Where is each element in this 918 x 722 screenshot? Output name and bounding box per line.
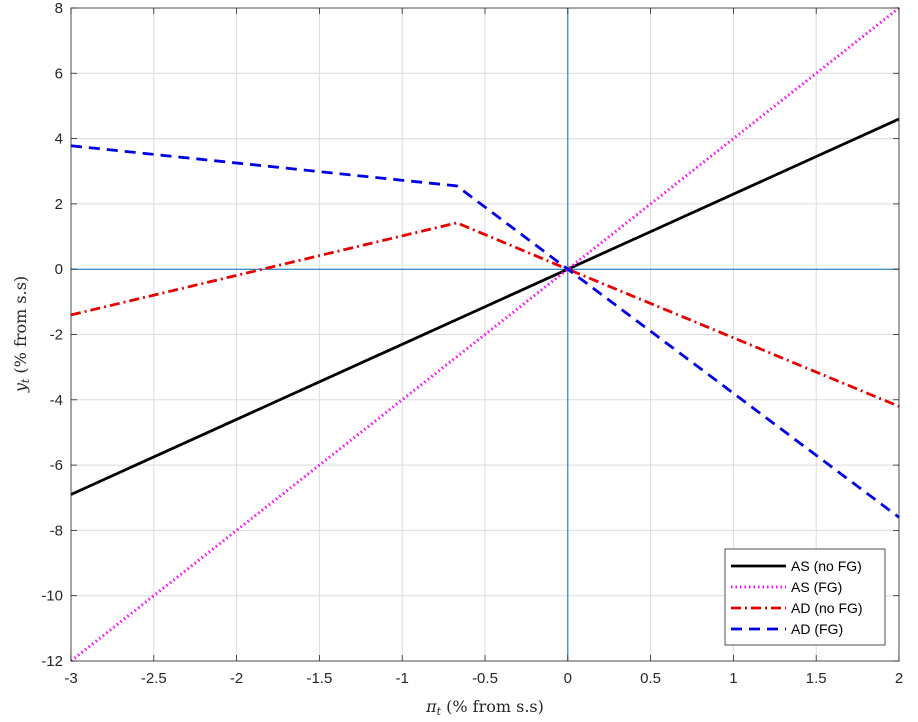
legend-label: AS (FG) xyxy=(791,579,842,595)
series-line xyxy=(70,144,900,519)
x-tick-label: -2.5 xyxy=(141,670,167,687)
x-tick-label: 2 xyxy=(895,670,903,687)
y-tick-label: 4 xyxy=(55,131,63,148)
y-tick-label: 8 xyxy=(55,0,63,17)
y-tick-label: -2 xyxy=(50,327,63,344)
y-axis-ticks: -12 -10 -8 -6 -4 -2 0 2 4 6 8 xyxy=(41,0,899,670)
x-tick-label: -2 xyxy=(230,670,243,687)
x-tick-label: 0.5 xyxy=(640,670,661,687)
y-axis-label: yt (% from s.s) xyxy=(11,276,32,393)
y-tick-label: -4 xyxy=(50,392,63,409)
y-tick-label: -12 xyxy=(41,653,63,670)
y-tick-label: 0 xyxy=(55,261,63,278)
zero-lines xyxy=(71,8,899,661)
x-axis-label: πt (% from s.s) xyxy=(425,697,544,718)
x-tick-label: -0.5 xyxy=(472,670,498,687)
x-tick-label: -1.5 xyxy=(306,670,332,687)
y-tick-label: 6 xyxy=(55,65,63,82)
legend-label: AD (no FG) xyxy=(791,600,863,616)
y-tick-label: -6 xyxy=(50,457,63,474)
x-tick-label: 1 xyxy=(729,670,737,687)
y-tick-label: 2 xyxy=(55,196,63,213)
x-tick-label: -3 xyxy=(64,670,77,687)
legend-label: AS (no FG) xyxy=(791,558,862,574)
x-axis-ticks: -3 -2.5 -2 -1.5 -1 -0.5 0 0.5 1 1.5 2 xyxy=(64,8,903,687)
series-line xyxy=(70,6,900,663)
legend: AS (no FG) AS (FG) AD (no FG) AD (FG) xyxy=(724,548,886,646)
x-tick-label: -1 xyxy=(396,670,409,687)
series-line xyxy=(70,117,900,496)
x-tick-label: 0 xyxy=(564,670,572,687)
y-tick-label: -8 xyxy=(50,522,63,539)
series-layer xyxy=(70,6,900,663)
x-tick-label: 1.5 xyxy=(806,670,827,687)
y-tick-label: -10 xyxy=(41,588,63,605)
legend-label: AD (FG) xyxy=(791,621,843,637)
